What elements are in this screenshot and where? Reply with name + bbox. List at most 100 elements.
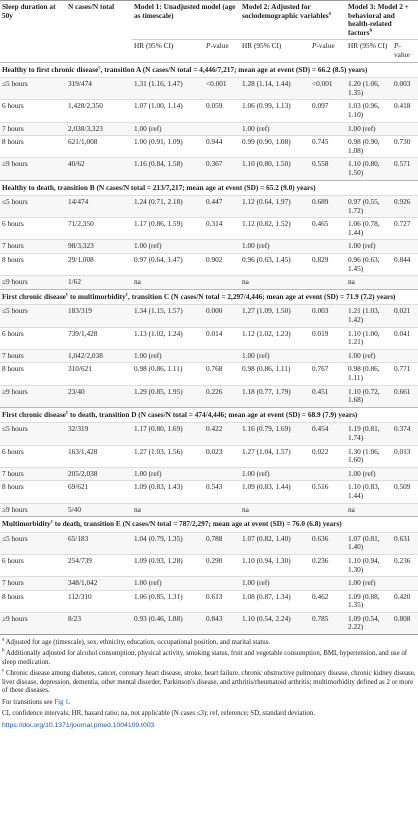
p-cell: 0.236 bbox=[310, 553, 347, 577]
p-header: P-value bbox=[310, 39, 347, 63]
hr-cell: na bbox=[240, 502, 310, 517]
section-row: Healthy to death, transition B (N cases/… bbox=[0, 179, 418, 196]
text: 1.34 (1.15, 1.57) bbox=[134, 306, 183, 316]
text: 1.09 (0.83, 1.43) bbox=[134, 482, 183, 492]
data-row: ≥9 hours 1/62 na na na bbox=[0, 275, 418, 290]
p-cell: 0.462 bbox=[310, 589, 347, 613]
text: Adjusted for age (timescale), sex, ethni… bbox=[4, 639, 271, 647]
text: ≥9 hours bbox=[2, 277, 28, 287]
p-cell: 0.314 bbox=[204, 217, 240, 240]
hr-cell: 1.00 (ref) bbox=[132, 239, 204, 254]
text: 0.745 bbox=[312, 137, 329, 147]
text: 40/62 bbox=[68, 159, 85, 169]
text: 1.00 (0.91, 1.09) bbox=[134, 137, 183, 147]
text: ≤5 hours bbox=[2, 197, 28, 207]
text: 8 hours bbox=[2, 255, 24, 265]
n-cell: 1/62 bbox=[66, 275, 132, 290]
hr-cell: 1.06 (0.78, 1.44) bbox=[346, 217, 393, 240]
hr-cell: 1.09 (0.54, 2.22) bbox=[346, 611, 393, 635]
footnote-marker: a bbox=[2, 637, 5, 643]
footnote-marker: c bbox=[125, 292, 128, 298]
footnote-marker: a bbox=[328, 11, 332, 17]
p-cell: 0.003 bbox=[392, 77, 418, 100]
text: 0.689 bbox=[312, 197, 329, 207]
text: Model 1: Unadjusted model (age as timesc… bbox=[134, 2, 236, 20]
sleep-cell: ≤5 hours bbox=[0, 531, 66, 555]
text: 8 hours bbox=[2, 482, 24, 492]
text: 0.314 bbox=[206, 219, 223, 229]
footnote-marker: b bbox=[369, 28, 373, 34]
footnote: b Additionally adjusted for alcohol cons… bbox=[2, 649, 416, 667]
hr-cell: 1.00 (ref) bbox=[346, 466, 393, 481]
text: 0.022 bbox=[312, 446, 329, 456]
hr-cell: 1.00 (ref) bbox=[240, 239, 310, 254]
text: 6 hours bbox=[2, 219, 24, 229]
text: 32/319 bbox=[68, 424, 89, 434]
text: 0.902 bbox=[206, 255, 223, 265]
hr-cell: 1.19 (0.81, 1.74) bbox=[346, 422, 393, 446]
section-title: Healthy to death, transition B (N cases/… bbox=[0, 179, 418, 196]
p-cell: 0.558 bbox=[310, 157, 347, 180]
text: 1.10 (0.94, 1.30) bbox=[348, 555, 380, 574]
text: , transition C (N cases/N total = 2,297/… bbox=[127, 291, 396, 301]
p-cell: 0.768 bbox=[204, 362, 240, 386]
hr-cell: 1.10 (0.83, 1.44) bbox=[346, 480, 393, 504]
text: 0.367 bbox=[206, 159, 223, 169]
text: 1.10 (0.54, 2.24) bbox=[242, 613, 291, 623]
hr-cell: 1.30 (1.06, 1.60) bbox=[346, 444, 393, 468]
sleep-cell: ≥9 hours bbox=[0, 275, 66, 290]
hr-cell: na bbox=[132, 502, 204, 517]
hr-cell: 0.93 (0.46, 1.88) bbox=[132, 611, 204, 635]
text: 1.00 (ref) bbox=[348, 578, 376, 588]
section-row: First chronic diseasec to multimorbidity… bbox=[0, 288, 418, 305]
section-title: Healthy to first chronic diseasec, trans… bbox=[0, 61, 418, 78]
p-cell: 0.944 bbox=[204, 135, 240, 158]
text: 1.03 (0.96, 1.10) bbox=[348, 101, 380, 119]
p-cell bbox=[204, 239, 240, 254]
hr-cell: 1.07 (1.00, 1.14) bbox=[132, 99, 204, 123]
text: ≥9 hours bbox=[2, 613, 28, 623]
n-cell: 98/3,323 bbox=[66, 239, 132, 254]
p-cell: 0.516 bbox=[310, 480, 347, 504]
footnote-marker: c bbox=[2, 668, 5, 674]
link[interactable]: Fig 1 bbox=[54, 698, 69, 706]
data-row: 6 hours 163/1,428 1.27 (1.03, 1.56) 0.023 1.… bbox=[0, 444, 418, 468]
text: 1.00 (ref) bbox=[348, 123, 376, 133]
table-header: Sleep duration at 50y N cases/N total Mode… bbox=[0, 0, 418, 63]
text: 1.12 (1.02, 1.23) bbox=[242, 328, 291, 338]
data-row: 8 hours 310/621 0.98 (0.86, 1.11) 0.768 0.98… bbox=[0, 362, 418, 386]
table-body: Healthy to first chronic disease c, trans… bbox=[0, 61, 418, 635]
text: 0.771 bbox=[394, 364, 411, 374]
text: 1.27 (1.09, 1.50) bbox=[242, 306, 291, 316]
text: 1.00 (ref) bbox=[134, 578, 162, 588]
text: 319/474 bbox=[68, 79, 92, 89]
text: Model 2: Adjusted for sociodemographic v… bbox=[242, 2, 329, 20]
p-cell bbox=[204, 576, 240, 591]
n-cell: 310/621 bbox=[66, 362, 132, 386]
p-header: P-value bbox=[392, 39, 418, 63]
p-cell: 0.014 bbox=[204, 326, 240, 350]
hr-cell: na bbox=[132, 275, 204, 290]
text: 1.00 (ref) bbox=[348, 350, 376, 360]
hr-cell: 1.00 (ref) bbox=[240, 466, 310, 481]
hr-cell: 1.00 (ref) bbox=[132, 121, 204, 136]
hr-cell: 1.10 (0.94, 1.30) bbox=[240, 553, 310, 577]
text: 1.00 (ref) bbox=[348, 468, 376, 478]
text: Healthy to first chronic disease bbox=[2, 64, 99, 74]
sleep-cell: 7 hours bbox=[0, 121, 66, 136]
text: 5/40 bbox=[68, 504, 81, 514]
text: 1.10 (0.80, 1.50) bbox=[348, 159, 380, 177]
text: For transitions see bbox=[2, 698, 55, 706]
data-row: 7 hours 2,038/3,323 1.00 (ref) 1.00 (ref) 1.… bbox=[0, 121, 418, 136]
text: 1.19 (0.81, 1.74) bbox=[348, 424, 380, 442]
hr-cell: 1.27 (1.04, 1.57) bbox=[240, 444, 310, 468]
text: 8 hours bbox=[2, 364, 24, 374]
sleep-cell: 7 hours bbox=[0, 239, 66, 254]
p-cell: 0.730 bbox=[392, 135, 418, 158]
p-cell: 0.727 bbox=[392, 217, 418, 240]
p-cell: 0.447 bbox=[204, 195, 240, 218]
text: 1/62 bbox=[68, 277, 81, 287]
text: 1.00 (ref) bbox=[242, 578, 270, 588]
text: 183/319 bbox=[68, 306, 92, 316]
p-header: P-value bbox=[204, 39, 240, 63]
